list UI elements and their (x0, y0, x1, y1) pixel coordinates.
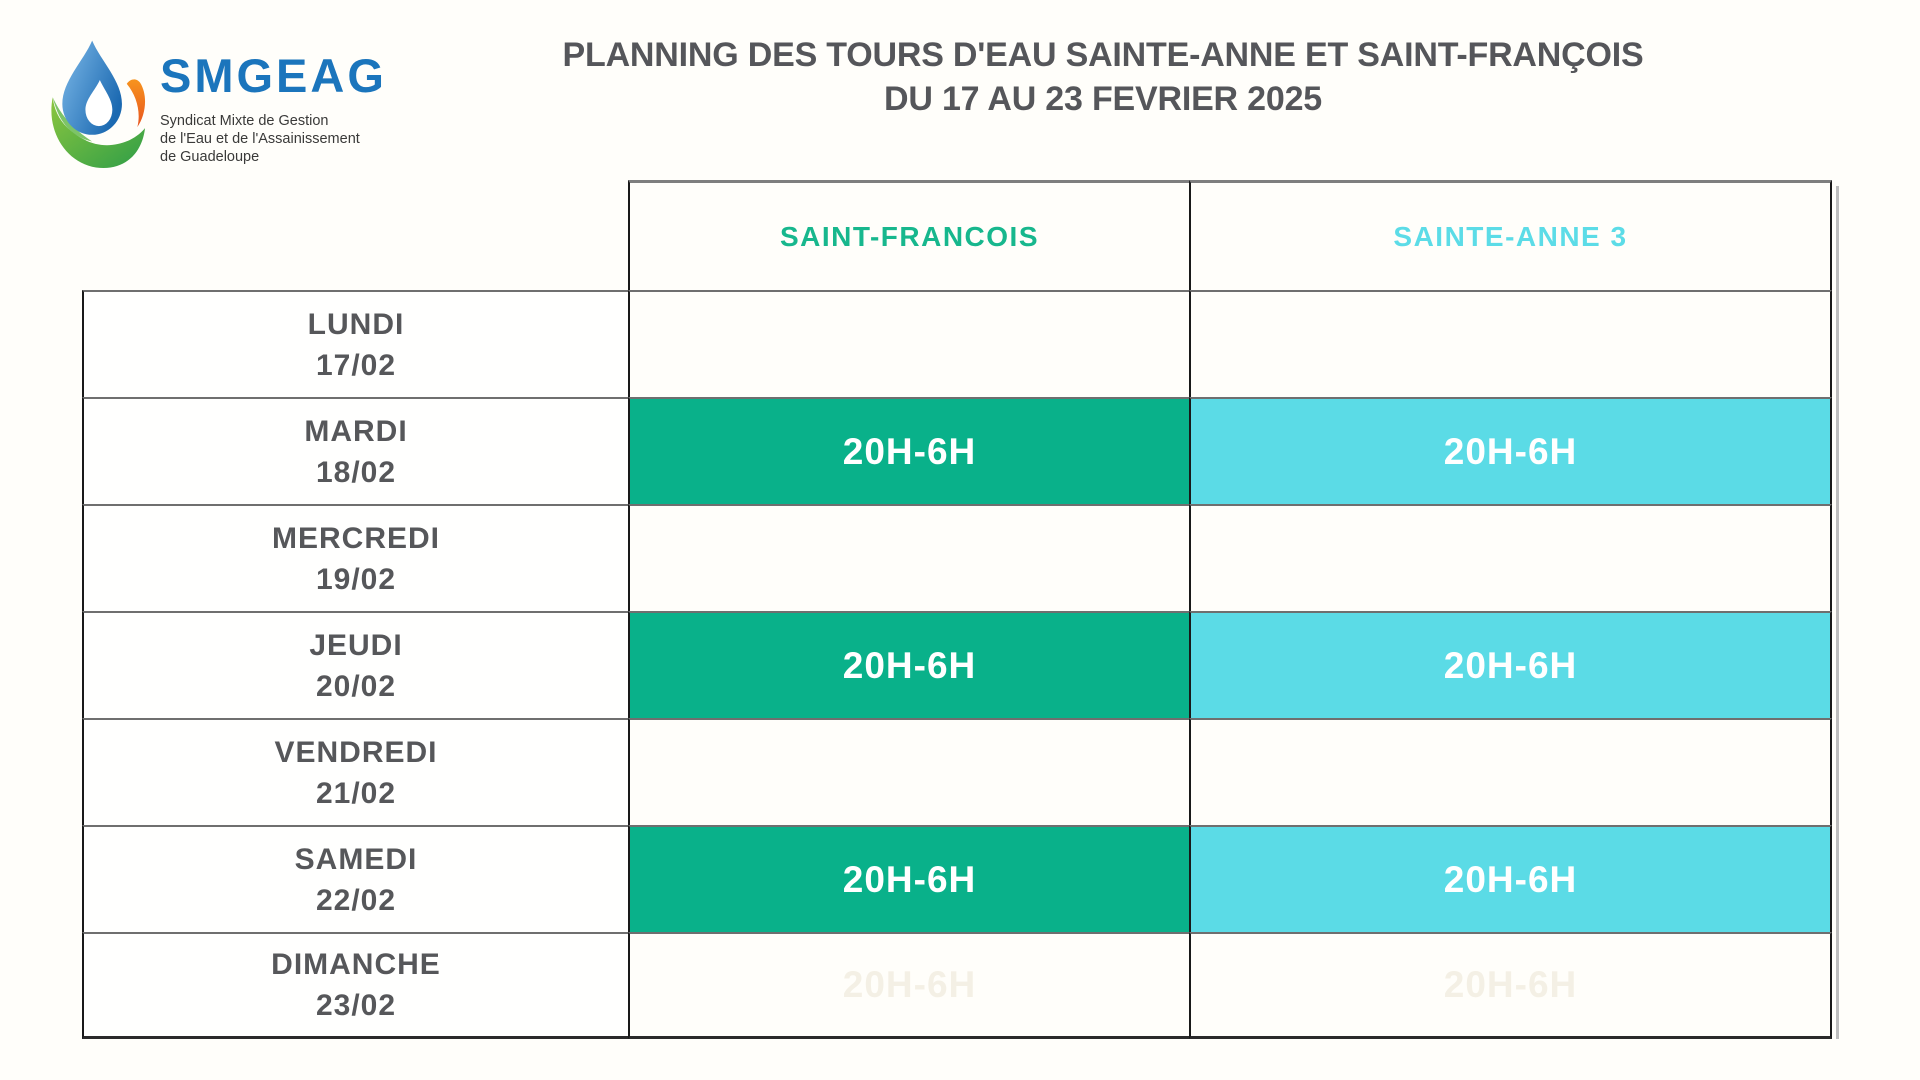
slot-text: 20H-6H (842, 644, 977, 686)
poster-title-line1: PLANNING DES TOURS D'EAU SAINTE-ANNE ET … (562, 36, 1644, 74)
day-cell-samedi: SAMEDI 22/02 (82, 825, 628, 932)
poster-title-line2: DU 17 AU 23 FEVRIER 2025 (883, 80, 1322, 118)
day-name: VENDREDI (274, 735, 438, 769)
column-header-saint-francois: SAINT-FRANCOIS (628, 180, 1189, 290)
day-date: 18/02 (315, 455, 397, 489)
schedule-cell-saint-francois: 20H-6H (628, 611, 1189, 718)
slot-text: 20H-6H (842, 430, 977, 472)
schedule-cell-saint-francois: 20H-6H (628, 932, 1189, 1039)
day-cell-mardi: MARDI 18/02 (82, 397, 628, 504)
day-name: LUNDI (307, 307, 405, 341)
table-corner-blank (82, 180, 628, 290)
day-name: MARDI (304, 414, 408, 448)
schedule-cell-sainte-anne: 20H-6H (1189, 932, 1832, 1039)
day-date: 20/02 (315, 669, 397, 703)
day-cell-mercredi: MERCREDI 19/02 (82, 504, 628, 611)
column-header-sainte-anne: SAINTE-ANNE 3 (1189, 180, 1832, 290)
brand-subtitle-line1: Syndicat Mixte de Gestion (160, 113, 329, 129)
schedule-cell-sainte-anne: 20H-6H (1189, 825, 1832, 932)
slot-text: 20H-6H (842, 858, 977, 900)
day-name: SAMEDI (294, 842, 418, 876)
schedule-cell-sainte-anne (1189, 718, 1832, 825)
day-cell-dimanche: DIMANCHE 23/02 (82, 932, 628, 1039)
schedule-cell-sainte-anne: 20H-6H (1189, 611, 1832, 718)
brand-subtitle: Syndicat Mixte de Gestion de l'Eau et de… (160, 112, 360, 166)
poster-title: PLANNING DES TOURS D'EAU SAINTE-ANNE ET … (383, 33, 1823, 121)
brand-subtitle-line3: de Guadeloupe (160, 149, 260, 165)
water-drop-leaf-icon (51, 40, 146, 169)
schedule-cell-sainte-anne: 20H-6H (1189, 397, 1832, 504)
brand-name: SMGEAG (160, 49, 387, 102)
day-cell-jeudi: JEUDI 20/02 (82, 611, 628, 718)
schedule-cell-saint-francois (628, 718, 1189, 825)
planning-table: SAINT-FRANCOIS SAINTE-ANNE 3 LUNDI 17/02… (82, 180, 1832, 1039)
day-date: 19/02 (315, 562, 397, 596)
day-date: 23/02 (315, 989, 397, 1022)
day-name: DIMANCHE (271, 948, 441, 981)
schedule-cell-sainte-anne (1189, 290, 1832, 397)
brand-subtitle-line2: de l'Eau et de l'Assainissement (160, 131, 360, 147)
slot-text: 20H-6H (1443, 644, 1578, 686)
day-name: MERCREDI (271, 521, 440, 555)
schedule-cell-saint-francois (628, 290, 1189, 397)
day-cell-lundi: LUNDI 17/02 (82, 290, 628, 397)
day-date: 22/02 (315, 883, 397, 917)
table-right-shadow (1836, 186, 1839, 1039)
ghost-slot-text: 20H-6H (1443, 964, 1578, 1005)
day-cell-vendredi: VENDREDI 21/02 (82, 718, 628, 825)
schedule-cell-sainte-anne (1189, 504, 1832, 611)
day-date: 17/02 (315, 348, 397, 382)
smgeag-logo: SMGEAG Syndicat Mixte de Gestion de l'Ea… (46, 34, 476, 174)
schedule-cell-saint-francois: 20H-6H (628, 825, 1189, 932)
ghost-slot-text: 20H-6H (842, 964, 977, 1005)
day-name: JEUDI (309, 628, 403, 662)
schedule-cell-saint-francois (628, 504, 1189, 611)
slot-text: 20H-6H (1443, 858, 1578, 900)
day-date: 21/02 (315, 776, 397, 810)
schedule-cell-saint-francois: 20H-6H (628, 397, 1189, 504)
slot-text: 20H-6H (1443, 430, 1578, 472)
